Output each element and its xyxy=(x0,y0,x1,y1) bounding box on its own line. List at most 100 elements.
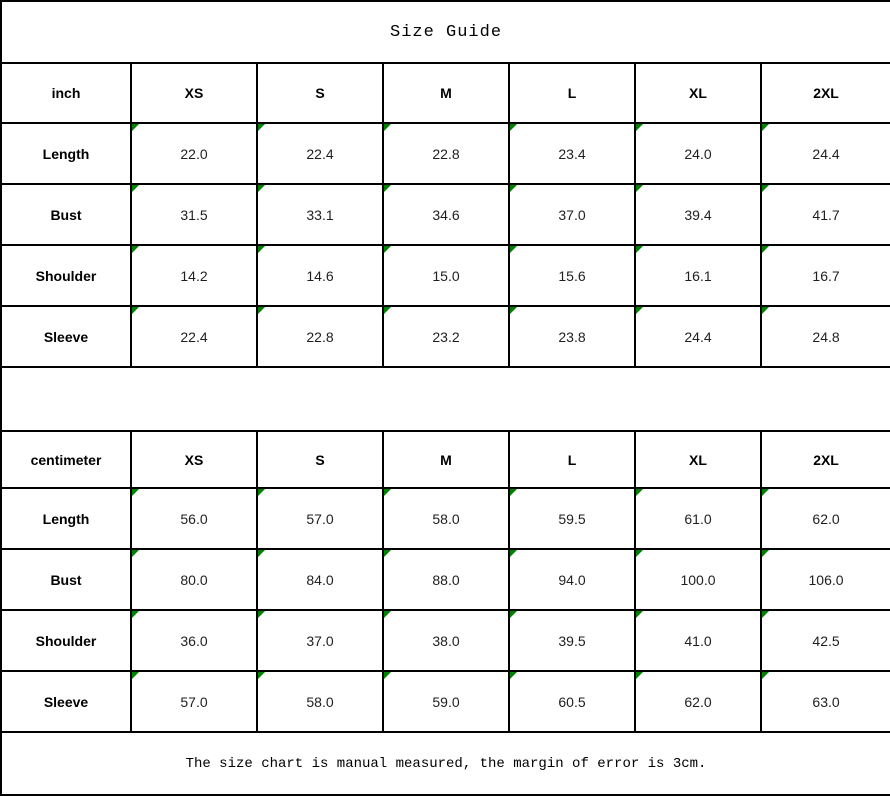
row-label-shoulder: Shoulder xyxy=(0,244,132,307)
table-row: Shoulder 36.0 37.0 38.0 39.5 41.0 42.5 xyxy=(0,609,890,672)
size-value: 34.6 xyxy=(432,206,460,223)
size-value: 23.4 xyxy=(558,145,586,162)
size-value-cell: 22.0 xyxy=(130,122,258,185)
corner-flag-icon xyxy=(637,551,643,557)
size-value-cell: 42.5 xyxy=(759,609,890,672)
size-value: 57.0 xyxy=(180,693,208,710)
size-header-s: S xyxy=(256,430,384,489)
size-value-cell: 58.0 xyxy=(256,670,384,733)
unit-header-inch: inch xyxy=(0,62,132,124)
size-value-cell: 106.0 xyxy=(759,548,890,611)
size-value: 22.8 xyxy=(306,328,334,345)
corner-flag-icon xyxy=(133,125,139,131)
corner-flag-icon xyxy=(637,612,643,618)
size-value-cell: 22.8 xyxy=(256,305,384,368)
size-value-cell: 14.6 xyxy=(256,244,384,307)
size-header-m: M xyxy=(382,62,510,124)
corner-flag-icon xyxy=(637,490,643,496)
table-row: Sleeve 22.4 22.8 23.2 23.8 24.4 24.8 xyxy=(0,305,890,368)
size-value-cell: 22.4 xyxy=(256,122,384,185)
size-value-cell: 14.2 xyxy=(130,244,258,307)
corner-flag-icon xyxy=(511,551,517,557)
corner-flag-icon xyxy=(763,612,769,618)
size-header-m: M xyxy=(382,430,510,489)
table-row: Bust 31.5 33.1 34.6 37.0 39.4 41.7 xyxy=(0,183,890,246)
size-value-cell: 23.2 xyxy=(382,305,510,368)
measurement-note: The size chart is manual measured, the m… xyxy=(0,731,890,796)
size-value-cell: 23.8 xyxy=(508,305,636,368)
size-value: 24.4 xyxy=(684,328,712,345)
corner-flag-icon xyxy=(385,125,391,131)
size-value: 84.0 xyxy=(306,571,334,588)
unit-header-centimeter: centimeter xyxy=(0,430,132,489)
corner-flag-icon xyxy=(637,247,643,253)
row-label-bust: Bust xyxy=(0,548,132,611)
page-title: Size Guide xyxy=(0,0,890,64)
corner-flag-icon xyxy=(385,673,391,679)
corner-flag-icon xyxy=(763,247,769,253)
size-value-cell: 16.7 xyxy=(759,244,890,307)
size-value-cell: 38.0 xyxy=(382,609,510,672)
corner-flag-icon xyxy=(511,186,517,192)
size-value: 22.4 xyxy=(306,145,334,162)
inch-header-row: inch XS S M L XL 2XL xyxy=(0,62,890,124)
size-value: 58.0 xyxy=(306,693,334,710)
corner-flag-icon xyxy=(259,125,265,131)
size-value-cell: 88.0 xyxy=(382,548,510,611)
corner-flag-icon xyxy=(511,490,517,496)
table-row: Sleeve 57.0 58.0 59.0 60.5 62.0 63.0 xyxy=(0,670,890,733)
row-label-bust: Bust xyxy=(0,183,132,246)
size-value-cell: 41.0 xyxy=(634,609,762,672)
size-value: 22.8 xyxy=(432,145,460,162)
size-value: 16.7 xyxy=(812,267,840,284)
corner-flag-icon xyxy=(385,551,391,557)
corner-flag-icon xyxy=(511,247,517,253)
corner-flag-icon xyxy=(637,308,643,314)
corner-flag-icon xyxy=(385,612,391,618)
size-value-cell: 63.0 xyxy=(759,670,890,733)
corner-flag-icon xyxy=(133,247,139,253)
corner-flag-icon xyxy=(511,673,517,679)
corner-flag-icon xyxy=(385,490,391,496)
corner-flag-icon xyxy=(637,125,643,131)
size-value-cell: 36.0 xyxy=(130,609,258,672)
size-value-cell: 31.5 xyxy=(130,183,258,246)
corner-flag-icon xyxy=(259,551,265,557)
corner-flag-icon xyxy=(259,247,265,253)
row-label-length: Length xyxy=(0,122,132,185)
size-header-xs: XS xyxy=(130,62,258,124)
size-value: 57.0 xyxy=(306,510,334,527)
size-value-cell: 37.0 xyxy=(508,183,636,246)
corner-flag-icon xyxy=(511,125,517,131)
corner-flag-icon xyxy=(133,186,139,192)
size-value: 88.0 xyxy=(432,571,460,588)
size-value-cell: 16.1 xyxy=(634,244,762,307)
size-value: 14.6 xyxy=(306,267,334,284)
size-value: 94.0 xyxy=(558,571,586,588)
size-value: 16.1 xyxy=(684,267,712,284)
size-header-xl: XL xyxy=(634,62,762,124)
corner-flag-icon xyxy=(763,673,769,679)
size-value: 58.0 xyxy=(432,510,460,527)
size-value-cell: 57.0 xyxy=(256,487,384,550)
row-label-sleeve: Sleeve xyxy=(0,670,132,733)
size-value-cell: 80.0 xyxy=(130,548,258,611)
size-header-s: S xyxy=(256,62,384,124)
size-value-cell: 62.0 xyxy=(634,670,762,733)
corner-flag-icon xyxy=(133,490,139,496)
row-label-shoulder: Shoulder xyxy=(0,609,132,672)
size-value-cell: 39.5 xyxy=(508,609,636,672)
size-value-cell: 24.8 xyxy=(759,305,890,368)
title-row: Size Guide xyxy=(0,0,890,64)
size-value-cell: 61.0 xyxy=(634,487,762,550)
corner-flag-icon xyxy=(763,490,769,496)
size-value: 56.0 xyxy=(180,510,208,527)
table-row: Bust 80.0 84.0 88.0 94.0 100.0 106.0 xyxy=(0,548,890,611)
size-value: 33.1 xyxy=(306,206,334,223)
size-value: 39.4 xyxy=(684,206,712,223)
size-value: 42.5 xyxy=(812,632,840,649)
size-value: 59.0 xyxy=(432,693,460,710)
size-value: 41.7 xyxy=(812,206,840,223)
corner-flag-icon xyxy=(511,308,517,314)
